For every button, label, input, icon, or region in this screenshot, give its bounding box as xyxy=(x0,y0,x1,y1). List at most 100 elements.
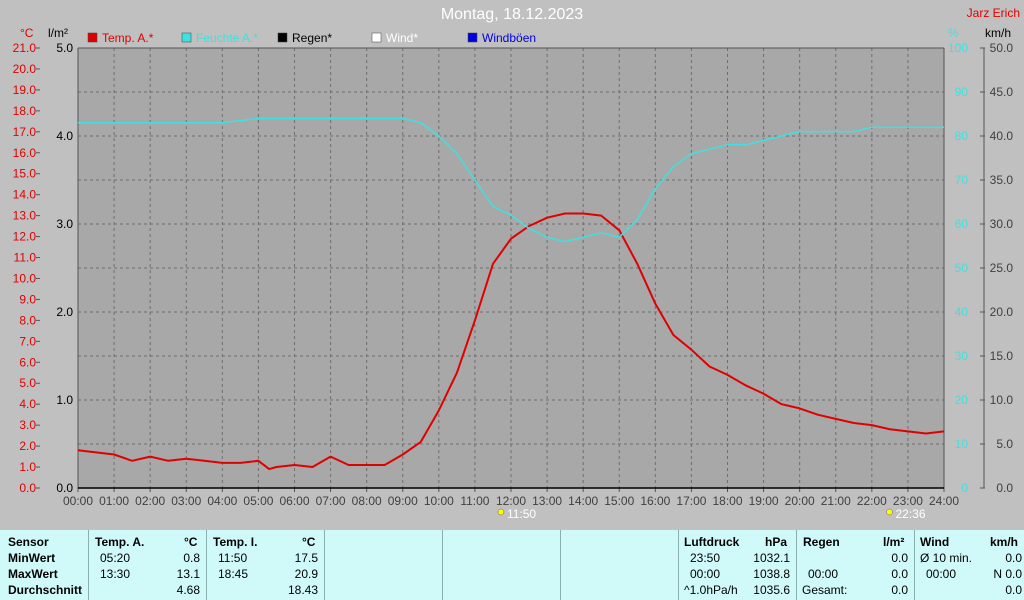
rain-tick-label: 2.0 xyxy=(56,305,73,319)
wind-tick-label: 50.0 xyxy=(990,41,1014,55)
divider xyxy=(442,530,443,600)
time-tick-label: 20:00 xyxy=(785,494,815,508)
pressure-trend: ^1.0hPa/h xyxy=(684,583,738,597)
wind-unit-label: km/h xyxy=(985,26,1011,40)
rain-max-value: 0.0 xyxy=(891,567,908,581)
series-line-hum xyxy=(78,117,944,243)
temp-tick-label: 6.0 xyxy=(19,355,36,369)
time-tick-label: 00:00 xyxy=(63,494,93,508)
temp-tick-label: 18.0 xyxy=(13,104,37,118)
time-tick-label: 17:00 xyxy=(676,494,706,508)
humidity-tick-label: 0 xyxy=(961,481,968,495)
temp-a-max-value: 13.1 xyxy=(176,567,200,581)
time-tick-label: 06:00 xyxy=(279,494,309,508)
stats-panel: Sensor MinWert MaxWert Durchschnitt Temp… xyxy=(0,530,1024,600)
wind-tick-label: 0.0 xyxy=(996,481,1013,495)
temp-i-avg-value: 18.43 xyxy=(287,583,318,597)
rain-tick-label: 4.0 xyxy=(56,129,73,143)
rain-tick-label: 5.0 xyxy=(56,41,73,55)
pressure-max-time: 00:00 xyxy=(690,567,721,581)
temp-tick-label: 2.0 xyxy=(19,439,36,453)
time-tick-label: 24:00 xyxy=(929,494,959,508)
temp-tick-label: 15.0 xyxy=(13,167,37,181)
rain-tick-label: 1.0 xyxy=(56,393,73,407)
time-tick-label: 14:00 xyxy=(568,494,598,508)
series-lines xyxy=(77,117,945,489)
wind-tick-label: 5.0 xyxy=(996,437,1013,451)
sun-time-label: 22:36 xyxy=(895,507,925,521)
legend-swatch xyxy=(371,32,382,43)
legend-label: Temp. A.* xyxy=(102,31,154,45)
time-tick-label: 03:00 xyxy=(171,494,201,508)
temp-tick-label: 9.0 xyxy=(19,292,36,306)
temp-tick-label: 14.0 xyxy=(13,188,37,202)
time-tick-label: 13:00 xyxy=(532,494,562,508)
temp-tick-label: 0.0 xyxy=(19,481,36,495)
temp-tick-label: 19.0 xyxy=(13,83,37,97)
wind-tick-label: 25.0 xyxy=(990,261,1014,275)
time-tick-label: 07:00 xyxy=(316,494,346,508)
humidity-tick-label: 10 xyxy=(955,437,969,451)
time-tick-label: 23:00 xyxy=(893,494,923,508)
temp-i-unit: °C xyxy=(302,535,316,549)
pressure-max-value: 1038.8 xyxy=(753,567,790,581)
humidity-axis: 0 10 20 30 40 50 60 70 80 90 100 xyxy=(948,41,968,495)
wind-max-value: N 0.0 xyxy=(993,567,1022,581)
divider xyxy=(796,530,797,600)
wind-day-value: 0.0 xyxy=(1005,583,1022,597)
temp-i-max-time: 18:45 xyxy=(218,567,249,581)
wind-axis: 0.0 5.0 10.0 15.0 20.0 25.0 30.0 35.0 40.0 45.0 50… xyxy=(980,41,1013,495)
station-owner: Jarz Erich xyxy=(966,6,1020,20)
sun-icon xyxy=(886,508,893,516)
rain-total-label: Gesamt: xyxy=(802,583,848,597)
wind-avg-value: 0.0 xyxy=(1005,551,1022,565)
divider xyxy=(678,530,679,600)
row-label-max: MaxWert xyxy=(8,567,58,581)
row-label-min: MinWert xyxy=(8,551,56,565)
wind-tick-label: 30.0 xyxy=(990,217,1014,231)
sun-time-label: 11:50 xyxy=(507,507,536,521)
weather-chart: 0.0 1.0 2.0 3.0 4.0 5.0 6.0 7.0 8.0 9.0 10.0 11.0 12… xyxy=(13,26,1014,521)
rain-unit: l/m² xyxy=(883,535,905,549)
divider xyxy=(324,530,325,600)
divider xyxy=(206,530,207,600)
legend-swatch xyxy=(277,32,288,43)
temp-tick-label: 3.0 xyxy=(19,418,36,432)
temp-a-avg-value: 4.68 xyxy=(176,583,200,597)
wind-tick-label: 10.0 xyxy=(990,393,1014,407)
rain-unit-label: l/m² xyxy=(48,26,68,40)
temp-a-min-time: 05:20 xyxy=(100,551,131,565)
temp-tick-label: 12.0 xyxy=(13,230,37,244)
wind-tick-label: 20.0 xyxy=(990,305,1014,319)
time-tick-label: 10:00 xyxy=(424,494,454,508)
divider xyxy=(560,530,561,600)
temp-tick-label: 17.0 xyxy=(13,125,37,139)
rain-max-time: 00:00 xyxy=(808,567,839,581)
temp-i-min-value: 17.5 xyxy=(294,551,318,565)
temp-tick-label: 21.0 xyxy=(13,41,37,55)
pressure-min-time: 23:50 xyxy=(690,551,721,565)
rain-total-value: 0.0 xyxy=(891,583,908,597)
time-tick-label: 08:00 xyxy=(352,494,382,508)
divider xyxy=(914,530,915,600)
time-tick-label: 18:00 xyxy=(712,494,742,508)
temp-i-header: Temp. I. xyxy=(213,535,258,549)
temp-a-max-time: 13:30 xyxy=(100,567,131,581)
legend-swatch xyxy=(467,32,478,43)
row-label-avg: Durchschnitt xyxy=(8,583,83,597)
temp-tick-label: 16.0 xyxy=(13,146,37,160)
pressure-header: Luftdruck xyxy=(684,535,740,549)
humidity-tick-label: 30 xyxy=(955,349,969,363)
time-tick-label: 15:00 xyxy=(604,494,634,508)
time-tick-label: 01:00 xyxy=(99,494,129,508)
humidity-tick-label: 60 xyxy=(955,217,969,231)
rain-axis: 0.0 1.0 2.0 3.0 4.0 5.0 xyxy=(56,41,73,495)
wind-tick-label: 45.0 xyxy=(990,85,1014,99)
time-tick-label: 12:00 xyxy=(496,494,526,508)
legend-label: Feuchte A.* xyxy=(196,31,258,45)
humidity-tick-label: 70 xyxy=(955,173,969,187)
temp-axis: 0.0 1.0 2.0 3.0 4.0 5.0 6.0 7.0 8.0 9.0 10.0 11.0 12… xyxy=(13,41,40,495)
temp-tick-label: 13.0 xyxy=(13,209,37,223)
wind-avg-label: Ø 10 min. xyxy=(920,551,973,565)
wind-tick-label: 35.0 xyxy=(990,173,1014,187)
